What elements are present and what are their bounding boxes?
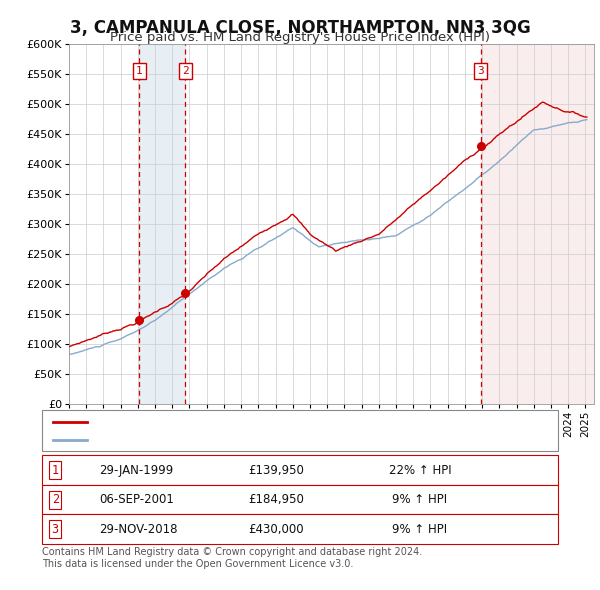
Text: 3, CAMPANULA CLOSE, NORTHAMPTON, NN3 3QG (detached house): 3, CAMPANULA CLOSE, NORTHAMPTON, NN3 3QG… — [91, 415, 490, 428]
Text: 22% ↑ HPI: 22% ↑ HPI — [389, 464, 451, 477]
Text: 1: 1 — [136, 66, 143, 76]
Text: 06-SEP-2001: 06-SEP-2001 — [99, 493, 174, 506]
Text: 29-NOV-2018: 29-NOV-2018 — [99, 523, 178, 536]
Text: 2: 2 — [182, 66, 188, 76]
Text: £139,950: £139,950 — [248, 464, 304, 477]
Text: 1: 1 — [52, 464, 59, 477]
Bar — [139, 44, 185, 404]
Text: 3, CAMPANULA CLOSE, NORTHAMPTON, NN3 3QG: 3, CAMPANULA CLOSE, NORTHAMPTON, NN3 3QG — [70, 19, 530, 37]
Text: £430,000: £430,000 — [248, 523, 304, 536]
Text: 2: 2 — [52, 493, 59, 506]
Bar — [481, 44, 594, 404]
Text: Price paid vs. HM Land Registry's House Price Index (HPI): Price paid vs. HM Land Registry's House … — [110, 31, 490, 44]
Text: 3: 3 — [52, 523, 59, 536]
Text: 29-JAN-1999: 29-JAN-1999 — [99, 464, 173, 477]
Text: 9% ↑ HPI: 9% ↑ HPI — [392, 523, 448, 536]
Text: HPI: Average price, detached house, West Northamptonshire: HPI: Average price, detached house, West… — [91, 433, 450, 446]
Text: Contains HM Land Registry data © Crown copyright and database right 2024.
This d: Contains HM Land Registry data © Crown c… — [42, 547, 422, 569]
Text: 9% ↑ HPI: 9% ↑ HPI — [392, 493, 448, 506]
Text: £184,950: £184,950 — [248, 493, 304, 506]
Text: 3: 3 — [478, 66, 484, 76]
